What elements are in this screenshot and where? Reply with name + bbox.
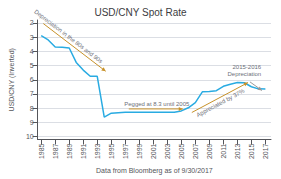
svg-text:2001: 2001 [150, 143, 157, 159]
svg-text:1993: 1993 [94, 143, 101, 159]
svg-text:7: 7 [30, 90, 34, 97]
svg-text:2009: 2009 [206, 143, 213, 159]
svg-text:5: 5 [30, 62, 34, 69]
svg-text:8: 8 [30, 105, 34, 112]
svg-text:3: 3 [30, 34, 34, 41]
svg-text:USD/CNY Spot Rate: USD/CNY Spot Rate [94, 7, 187, 18]
svg-text:4: 4 [30, 48, 34, 55]
svg-text:2015: 2015 [248, 143, 255, 159]
svg-text:10: 10 [26, 133, 34, 140]
svg-text:Depreciation in the 80s and 90: Depreciation in the 80s and 90s [33, 8, 104, 64]
svg-text:2015-2016: 2015-2016 [232, 64, 261, 70]
svg-text:1995: 1995 [108, 143, 115, 159]
svg-text:6: 6 [30, 76, 34, 83]
svg-text:2007: 2007 [192, 143, 199, 159]
svg-text:Depreciation: Depreciation [228, 71, 262, 77]
svg-text:USD/CNY (Inverted): USD/CNY (Inverted) [8, 48, 16, 111]
svg-text:9: 9 [30, 119, 34, 126]
svg-text:Pegged at 8.3 until 2005: Pegged at 8.3 until 2005 [124, 101, 190, 107]
svg-text:2005: 2005 [178, 143, 185, 159]
svg-text:2017: 2017 [262, 143, 269, 159]
svg-text:Appreciated by 37%: Appreciated by 37% [195, 87, 246, 118]
svg-text:1985: 1985 [38, 143, 45, 159]
svg-text:2003: 2003 [164, 143, 171, 159]
svg-text:Data from Bloomberg as of 9/30: Data from Bloomberg as of 9/30/2017 [96, 167, 213, 175]
svg-text:1997: 1997 [122, 143, 129, 159]
svg-text:1991: 1991 [80, 143, 87, 159]
svg-text:1987: 1987 [52, 143, 59, 159]
svg-text:2011: 2011 [220, 143, 227, 158]
svg-text:1999: 1999 [136, 143, 143, 159]
svg-text:2: 2 [30, 19, 34, 26]
svg-text:2013: 2013 [234, 143, 241, 159]
svg-text:1989: 1989 [66, 143, 73, 159]
